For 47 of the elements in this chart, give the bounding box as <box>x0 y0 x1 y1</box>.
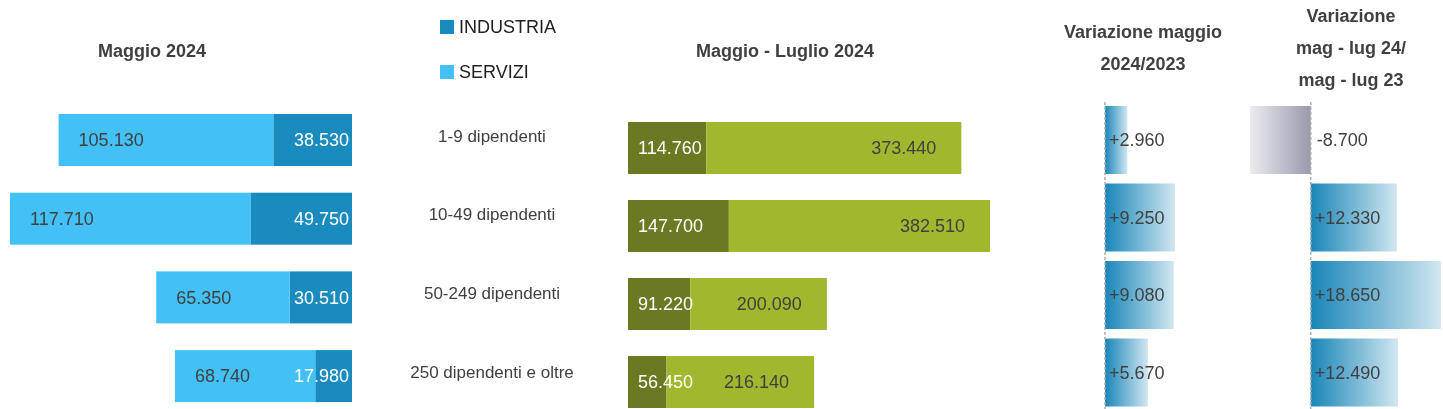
chart-title: Variazione mag - lug 24/ mag - lug 23 <box>1295 6 1407 90</box>
bar <box>1310 261 1441 329</box>
y-tick-label: 10-49 dipendenti <box>428 205 556 225</box>
bar <box>273 114 352 166</box>
bar <box>1105 183 1175 252</box>
data-label: 114.760 <box>638 138 702 159</box>
bar <box>1310 338 1398 407</box>
data-label: 117.710 <box>30 209 94 229</box>
bar <box>1250 106 1311 174</box>
bar <box>628 122 707 174</box>
data-label: 56.450 <box>638 372 694 393</box>
data-label: 30.510 <box>293 287 349 308</box>
legend-label: INDUSTRIA <box>459 17 557 38</box>
bar <box>628 200 729 252</box>
bar <box>1105 261 1174 329</box>
data-label: 216.140 <box>724 372 790 393</box>
bar <box>1310 183 1397 252</box>
bar <box>706 122 962 174</box>
data-label: 147.700 <box>638 216 704 237</box>
data-label: 68.740 <box>194 366 250 387</box>
chart-title: Maggio 2024 <box>97 41 207 61</box>
data-label: 105.130 <box>78 130 144 151</box>
bar <box>250 192 352 245</box>
y-tick-label: 1-9 dipendenti <box>438 126 546 146</box>
data-label: 38.530 <box>293 130 349 151</box>
data-label: +18.650 <box>1314 285 1381 306</box>
legend-label: SERVIZI <box>459 62 529 83</box>
data-label: +9.250 <box>1109 207 1165 228</box>
data-label: +12.330 <box>1314 207 1381 228</box>
y-tick-label: 250 dipendenti e oltre <box>410 362 574 382</box>
data-label: 373.440 <box>871 138 937 159</box>
data-label: 17.980 <box>293 366 349 387</box>
data-label: 91.220 <box>638 294 694 315</box>
data-label: 382.510 <box>899 216 965 237</box>
data-label: 200.090 <box>736 294 802 315</box>
bar <box>728 200 990 252</box>
bar <box>10 192 251 245</box>
y-tick-label: 50-249 dipendenti <box>423 284 561 304</box>
bar <box>58 114 274 166</box>
chart-title: Maggio - Luglio 2024 <box>695 41 875 61</box>
data-label: +12.490 <box>1314 362 1381 383</box>
data-label: 49.750 <box>293 209 349 229</box>
data-label: -8.700 <box>1316 130 1368 151</box>
bar <box>156 271 290 324</box>
data-label: 65.350 <box>176 287 232 308</box>
chart-title: Variazione maggio 2024/2023 <box>1063 22 1223 74</box>
data-label: +9.080 <box>1109 285 1165 306</box>
